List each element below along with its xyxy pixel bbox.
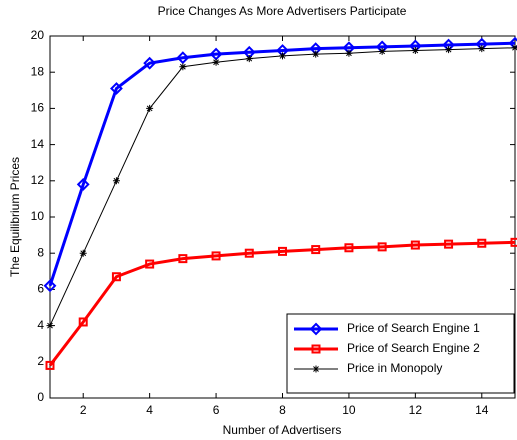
marker — [244, 248, 254, 258]
x-tick-label: 4 — [146, 403, 153, 417]
legend-label: Price of Search Engine 2 — [347, 341, 480, 355]
marker — [245, 55, 253, 63]
marker — [79, 249, 87, 257]
marker — [345, 49, 353, 57]
marker — [46, 322, 54, 330]
y-tick-label: 14 — [31, 137, 45, 151]
marker — [212, 58, 220, 66]
marker — [312, 50, 320, 58]
y-tick-label: 4 — [37, 318, 44, 332]
y-tick-label: 0 — [37, 390, 44, 404]
marker — [45, 360, 55, 370]
marker — [76, 178, 90, 191]
marker — [278, 246, 287, 256]
marker — [176, 51, 190, 65]
marker — [78, 317, 88, 327]
series-line — [48, 240, 516, 367]
marker — [511, 44, 517, 52]
marker — [378, 47, 386, 55]
marker — [112, 177, 120, 185]
legend-label: Price in Monopoly — [347, 361, 442, 375]
y-tick-label: 20 — [31, 28, 45, 42]
marker — [311, 245, 321, 255]
x-tick-label: 10 — [342, 403, 356, 417]
marker — [411, 46, 419, 54]
y-tick-label: 12 — [31, 173, 45, 187]
marker — [143, 56, 157, 70]
y-tick-label: 10 — [31, 209, 45, 223]
y-tick-label: 16 — [31, 101, 45, 115]
y-tick-label: 8 — [37, 245, 44, 259]
marker — [377, 242, 387, 252]
x-tick-label: 6 — [213, 403, 220, 417]
x-tick-label: 8 — [279, 403, 286, 417]
marker — [477, 238, 487, 248]
marker — [211, 251, 221, 261]
y-tick-label: 18 — [31, 64, 45, 78]
marker — [309, 322, 323, 336]
x-tick-label: 2 — [80, 403, 87, 417]
x-tick-label: 14 — [475, 403, 489, 417]
marker — [344, 243, 354, 253]
chart-title: Price Changes As More Advertisers Partic… — [158, 4, 407, 18]
marker — [478, 45, 486, 53]
y-tick-label: 2 — [37, 354, 44, 368]
x-axis-label: Number of Advertisers — [223, 423, 342, 437]
y-axis-label: The Equilibrium Prices — [8, 157, 22, 277]
marker — [43, 279, 57, 293]
marker — [279, 52, 286, 60]
marker — [311, 344, 321, 354]
marker — [444, 239, 454, 249]
marker — [111, 272, 121, 282]
marker — [178, 254, 188, 264]
marker — [410, 240, 420, 250]
marker — [145, 259, 155, 269]
marker — [510, 237, 517, 247]
marker — [312, 365, 320, 373]
marker — [445, 46, 453, 54]
marker — [179, 63, 187, 71]
legend-box — [286, 313, 515, 394]
series-line — [48, 41, 516, 287]
y-tick-label: 6 — [37, 282, 44, 296]
marker — [110, 82, 123, 95]
x-tick-label: 12 — [409, 403, 423, 417]
legend-label: Price of Search Engine 1 — [347, 321, 480, 335]
marker — [146, 104, 154, 112]
